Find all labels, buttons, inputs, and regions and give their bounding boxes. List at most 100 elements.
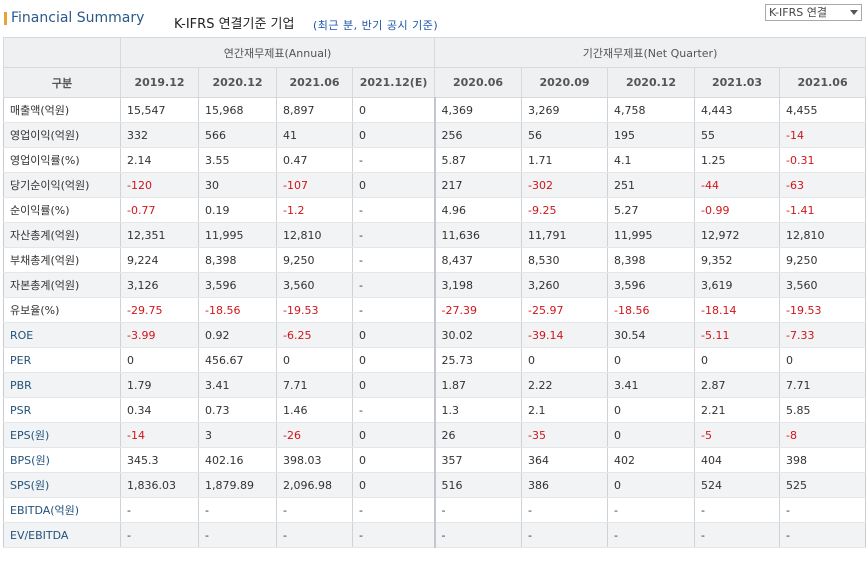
quarter-value-cell: 55: [694, 122, 780, 148]
annual-value-cell: 1,836.03: [120, 472, 199, 498]
quarter-value-cell: 2.21: [694, 397, 780, 423]
row-label[interactable]: PBR: [3, 372, 121, 398]
quarter-col-header: 2020.06: [434, 67, 523, 98]
annual-value-cell: 0: [351, 347, 435, 373]
annual-value-cell: 3,126: [120, 272, 199, 298]
row-label[interactable]: EBITDA(억원): [3, 497, 121, 523]
annual-value-cell: 0: [351, 372, 435, 398]
row-label: 매출액(억원): [3, 97, 121, 123]
quarter-value-cell: 398: [779, 447, 867, 473]
annual-value-cell: -: [276, 497, 353, 523]
quarter-value-cell: -39.14: [521, 322, 608, 348]
quarter-value-cell: -: [433, 522, 522, 548]
quarter-value-cell: 2.1: [521, 397, 608, 423]
quarter-value-cell: 3.41: [607, 372, 695, 398]
quarter-value-cell: 2.22: [521, 372, 608, 398]
annual-value-cell: 0.92: [198, 322, 277, 348]
annual-value-cell: 0: [276, 347, 353, 373]
quarter-value-cell: 402: [607, 447, 695, 473]
annual-value-cell: -: [351, 522, 435, 548]
quarter-value-cell: -: [433, 497, 522, 523]
row-label[interactable]: EV/EBITDA: [3, 522, 121, 548]
summary-header: Financial Summary K-IFRS 연결기준 기업 (최근 분, …: [0, 0, 868, 36]
annual-group-header: 연간재무제표(Annual): [119, 37, 436, 68]
row-label[interactable]: BPS(원): [3, 447, 121, 473]
table-row: SPS(원) 1,836.03 1,879.89 2,096.98 0 516 386 0 52…: [3, 472, 867, 498]
row-label: 유보율(%): [3, 297, 121, 323]
row-label: 부채총계(억원): [3, 247, 121, 273]
quarter-value-cell: 1.3: [433, 397, 522, 423]
annual-value-cell: -: [351, 272, 435, 298]
quarter-value-cell: -0.31: [779, 147, 867, 173]
annual-value-cell: -: [351, 247, 435, 273]
annual-value-cell: 12,810: [276, 222, 353, 248]
corner-cell: [3, 37, 121, 68]
quarter-value-cell: -: [779, 522, 867, 548]
annual-value-cell: 3,596: [198, 272, 277, 298]
quarter-value-cell: -19.53: [779, 297, 867, 323]
quarter-value-cell: -25.97: [521, 297, 608, 323]
annual-value-cell: 9,250: [276, 247, 353, 273]
annual-value-cell: -18.56: [198, 297, 277, 323]
quarter-value-cell: -: [521, 497, 608, 523]
annual-value-cell: -1.2: [276, 197, 353, 223]
quarter-value-cell: 5.85: [779, 397, 867, 423]
quarter-value-cell: 251: [607, 172, 695, 198]
quarter-value-cell: -5.11: [694, 322, 780, 348]
quarter-value-cell: 364: [521, 447, 608, 473]
quarter-value-cell: 0: [607, 397, 695, 423]
quarter-value-cell: 1.87: [433, 372, 522, 398]
quarter-value-cell: 11,636: [433, 222, 522, 248]
row-label: 당기순이익(억원): [3, 172, 121, 198]
annual-value-cell: -: [351, 497, 435, 523]
quarter-value-cell: 516: [433, 472, 522, 498]
annual-value-cell: -: [351, 197, 435, 223]
quarter-value-cell: 4,443: [694, 97, 780, 123]
row-label[interactable]: ROE: [3, 322, 121, 348]
quarter-value-cell: 1.71: [521, 147, 608, 173]
quarter-value-cell: 5.27: [607, 197, 695, 223]
annual-value-cell: -: [351, 222, 435, 248]
row-label[interactable]: SPS(원): [3, 472, 121, 498]
row-label[interactable]: PSR: [3, 397, 121, 423]
table-row: PBR 1.79 3.41 7.71 0 1.87 2.22 3.41 2.87 7.71: [3, 372, 867, 398]
quarter-value-cell: -: [694, 522, 780, 548]
quarter-value-cell: -0.99: [694, 197, 780, 223]
quarter-value-cell: 4,455: [779, 97, 867, 123]
row-label: 영업이익률(%): [3, 147, 121, 173]
quarter-value-cell: -302: [521, 172, 608, 198]
table-row: 자산총계(억원) 12,351 11,995 12,810-11,636 11,791 1…: [3, 222, 867, 248]
financial-summary-table: 연간재무제표(Annual) 기간재무제표(Net Quarter) 구분 20…: [3, 37, 867, 548]
quarter-value-cell: -14: [779, 122, 867, 148]
consolidation-select[interactable]: K-IFRS 연결: [765, 4, 862, 21]
annual-value-cell: 345.3: [120, 447, 199, 473]
annual-value-cell: -19.53: [276, 297, 353, 323]
page-title: Financial Summary: [11, 10, 145, 26]
quarter-value-cell: -7.33: [779, 322, 867, 348]
quarter-value-cell: -5: [694, 422, 780, 448]
quarter-value-cell: 56: [521, 122, 608, 148]
quarter-value-cell: 12,972: [694, 222, 780, 248]
quarter-value-cell: -9.25: [521, 197, 608, 223]
quarter-col-header: 2021.06: [779, 67, 867, 98]
annual-col-header: 2021.12(E): [351, 67, 436, 98]
quarter-value-cell: 0: [694, 347, 780, 373]
annual-value-cell: 0.19: [198, 197, 277, 223]
annual-value-cell: -: [198, 522, 277, 548]
table-row: 당기순이익(억원) -120 30 -107 0 217 -302 251 -44 -63: [3, 172, 867, 198]
row-label[interactable]: EPS(원): [3, 422, 121, 448]
annual-value-cell: 1.79: [120, 372, 199, 398]
table-row: 영업이익률(%) 2.14 3.55 0.47-5.87 1.71 4.1 1.25 -0.3…: [3, 147, 867, 173]
quarter-value-cell: 11,995: [607, 222, 695, 248]
quarter-value-cell: 26: [433, 422, 522, 448]
quarter-value-cell: -18.14: [694, 297, 780, 323]
quarter-value-cell: -: [779, 497, 867, 523]
table-row: EV/EBITDA - - - - - - - - -: [3, 522, 867, 548]
table-row: 유보율(%) -29.75 -18.56 -19.53- -27.39 -25.97 -18…: [3, 297, 867, 323]
row-label[interactable]: PER: [3, 347, 121, 373]
quarter-value-cell: 0: [521, 347, 608, 373]
quarter-value-cell: -: [694, 497, 780, 523]
quarter-value-cell: 3,596: [607, 272, 695, 298]
quarter-col-header: 2020.12: [607, 67, 696, 98]
annual-col-header: 2020.12: [198, 67, 277, 98]
